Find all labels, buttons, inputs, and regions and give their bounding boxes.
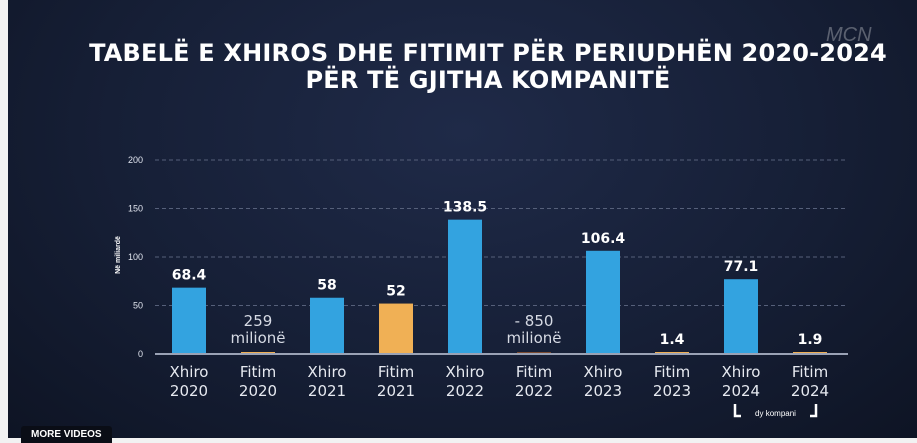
y-tick-label: 100 — [128, 252, 143, 262]
x-tick-label: Fitim — [240, 363, 276, 381]
bar-xhiro-2020 — [172, 287, 206, 354]
data-label: milionë — [506, 329, 561, 347]
title-line-1: TABELË E XHIROS DHE FITIMIT PËR PERIUDHË… — [89, 39, 887, 67]
x-tick-label: 2020 — [239, 382, 277, 400]
data-label: 52 — [386, 284, 405, 300]
bracket-right — [810, 404, 818, 418]
bar-xhiro-2023 — [586, 250, 620, 354]
y-tick-label: 150 — [128, 204, 143, 214]
data-label: 138.5 — [443, 200, 487, 216]
bar-xhiro-2022 — [448, 219, 482, 354]
x-tick-label: Fitim — [792, 363, 828, 381]
chart-title: TABELË E XHIROS DHE FITIMIT PËR PERIUDHË… — [78, 40, 898, 94]
bracket-left — [733, 404, 741, 418]
x-tick-label: Xhiro — [446, 363, 485, 381]
x-tick-label: Xhiro — [584, 363, 623, 381]
data-label: 1.4 — [660, 332, 685, 348]
x-tick-label: 2021 — [377, 382, 415, 400]
annotation-dy-kompani: dy kompani — [755, 409, 796, 418]
data-label: 58 — [317, 278, 336, 294]
x-tick-label: 2022 — [446, 382, 484, 400]
data-label: 259 — [244, 312, 273, 330]
chart-background: TABELË E XHIROS DHE FITIMIT PËR PERIUDHË… — [8, 0, 917, 443]
x-tick-label: Xhiro — [308, 363, 347, 381]
y-tick-label: 200 — [128, 155, 143, 165]
x-tick-label: 2024 — [722, 382, 760, 400]
data-label: - 850 — [515, 312, 554, 330]
x-tick-label: 2021 — [308, 382, 346, 400]
x-tick-label: Fitim — [654, 363, 690, 381]
x-tick-label: Xhiro — [170, 363, 209, 381]
title-line-2: PËR TË GJITHA KOMPANITË — [305, 66, 671, 94]
bar-xhiro-2024 — [724, 279, 758, 354]
x-tick-label: Xhiro — [722, 363, 761, 381]
y-tick-label: 0 — [138, 349, 143, 359]
bar-fitim-2021 — [379, 303, 413, 354]
data-label: 106.4 — [581, 231, 626, 247]
channel-logo: MCN — [826, 24, 872, 46]
data-label: milionë — [230, 329, 285, 347]
x-tick-label: Fitim — [516, 363, 552, 381]
x-tick-label: 2020 — [170, 382, 208, 400]
bar-xhiro-2021 — [310, 297, 344, 354]
x-tick-label: 2023 — [584, 382, 622, 400]
x-tick-label: 2022 — [515, 382, 553, 400]
data-label: 1.9 — [798, 332, 823, 348]
y-axis-label: Në miliardë — [115, 236, 122, 274]
data-label: 68.4 — [172, 268, 207, 284]
x-tick-label: Fitim — [378, 363, 414, 381]
data-label: 77.1 — [724, 259, 759, 275]
y-tick-label: 50 — [133, 301, 143, 311]
x-tick-label: 2023 — [653, 382, 691, 400]
x-tick-label: 2024 — [791, 382, 829, 400]
